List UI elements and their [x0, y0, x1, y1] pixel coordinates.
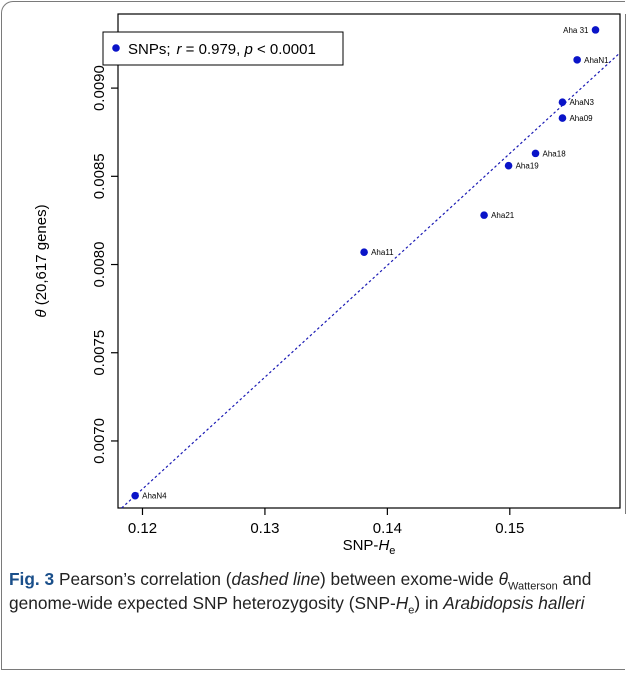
legend-text: SNPs; r = 0.979, p < 0.0001 — [128, 41, 316, 58]
data-point-label: Aha19 — [516, 162, 540, 171]
legend: SNPs; r = 0.979, p < 0.0001 — [102, 31, 344, 66]
y-tick-label: 0.0085 — [91, 153, 108, 199]
fit-line — [121, 52, 621, 509]
data-point-label: AhaN4 — [142, 492, 167, 501]
legend-r-text: = 0.979, — [182, 41, 245, 58]
data-point — [558, 114, 567, 122]
y-tick-label: 0.0070 — [91, 418, 108, 464]
x-axis-label: SNP-He — [343, 537, 396, 557]
y-tick-label: 0.0075 — [91, 330, 108, 376]
data-point-label: AhaN3 — [569, 98, 594, 107]
y-axis: 0.0070 0.0075 0.0080 0.0085 0.0090 — [91, 65, 118, 464]
y-tick-label: 0.0080 — [91, 242, 108, 288]
data-point-label: AhaN1 — [584, 56, 609, 65]
data-point — [131, 491, 139, 500]
figure-label: Fig. 3 — [9, 569, 55, 589]
data-point-label: Aha21 — [491, 211, 515, 220]
legend-p-text: < 0.0001 — [253, 41, 316, 58]
plot-area — [117, 13, 621, 509]
x-tick-label: 0.15 — [495, 520, 524, 537]
data-point — [573, 56, 581, 64]
data-point — [504, 161, 513, 170]
legend-series: SNPs; — [128, 41, 171, 58]
data-point — [531, 149, 540, 158]
x-tick-label: 0.13 — [250, 520, 279, 537]
data-point — [360, 248, 368, 256]
data-point — [591, 26, 600, 34]
data-point-label: Aha18 — [543, 149, 567, 158]
figure-caption: Fig. 3 Pearson’s correlation (dashed lin… — [9, 569, 592, 616]
legend-marker — [112, 44, 120, 52]
data-point-label: Aha09 — [569, 114, 593, 123]
x-tick-label: 0.14 — [373, 520, 402, 537]
data-point-label: Aha11 — [371, 248, 394, 257]
legend-r-symbol: r — [177, 41, 183, 58]
data-point — [480, 211, 488, 219]
y-tick-label: 0.0090 — [91, 65, 108, 111]
legend-p-symbol: p — [243, 41, 252, 58]
data-point-label: Aha 31 — [563, 26, 589, 35]
figure-frame-right-edge — [625, 14, 626, 514]
data-point — [558, 98, 567, 107]
scatter-chart: 0.12 0.13 0.14 0.15 0.0070 0.0075 0.0080 0.008… — [33, 13, 621, 557]
x-axis: 0.12 0.13 0.14 0.15 — [128, 508, 524, 537]
legend-box — [102, 31, 344, 66]
x-tick-label: 0.12 — [128, 520, 157, 537]
y-axis-label: θ (20,617 genes) — [33, 204, 50, 317]
